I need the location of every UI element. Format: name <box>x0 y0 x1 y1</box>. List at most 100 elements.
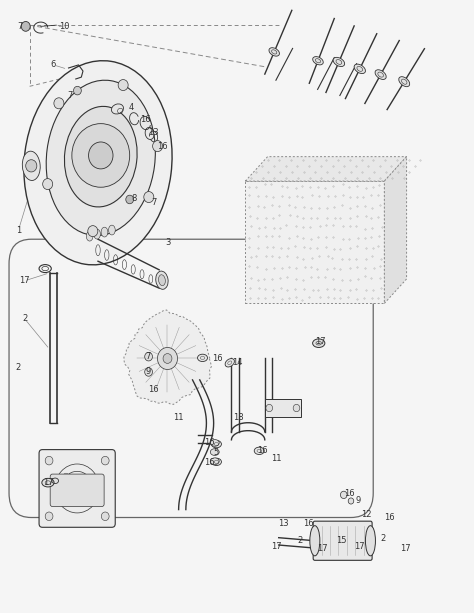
Circle shape <box>26 160 37 172</box>
Text: 17: 17 <box>271 542 281 550</box>
Text: 10: 10 <box>59 22 70 31</box>
Text: 12: 12 <box>361 510 372 519</box>
PathPatch shape <box>124 310 211 405</box>
Ellipse shape <box>313 339 325 348</box>
Circle shape <box>153 140 163 151</box>
Circle shape <box>101 512 109 520</box>
FancyBboxPatch shape <box>246 181 384 303</box>
Text: 4: 4 <box>129 103 134 112</box>
Text: 17: 17 <box>354 542 365 550</box>
Text: 16: 16 <box>303 519 313 528</box>
Text: 2: 2 <box>16 363 21 372</box>
Ellipse shape <box>210 440 219 446</box>
Text: 1: 1 <box>16 226 21 235</box>
Text: 16: 16 <box>257 446 267 455</box>
Circle shape <box>73 86 82 95</box>
Ellipse shape <box>198 354 208 362</box>
Text: 7: 7 <box>67 91 73 100</box>
Ellipse shape <box>156 271 168 289</box>
Text: 16: 16 <box>345 489 355 498</box>
Ellipse shape <box>22 151 40 180</box>
Ellipse shape <box>365 526 375 556</box>
Text: 7: 7 <box>151 198 156 207</box>
Circle shape <box>45 512 53 520</box>
Text: 5: 5 <box>214 447 219 457</box>
Text: 2: 2 <box>297 536 302 544</box>
Text: 11: 11 <box>271 454 281 463</box>
Text: 8: 8 <box>131 194 137 204</box>
Text: 16: 16 <box>204 438 215 447</box>
Ellipse shape <box>210 449 219 455</box>
Text: 16: 16 <box>156 142 167 151</box>
Ellipse shape <box>64 107 137 207</box>
Ellipse shape <box>24 61 172 265</box>
Circle shape <box>21 21 30 31</box>
Ellipse shape <box>375 70 386 80</box>
Circle shape <box>72 124 130 187</box>
Text: 16: 16 <box>384 513 395 522</box>
Circle shape <box>144 192 154 202</box>
Ellipse shape <box>94 229 100 239</box>
Circle shape <box>145 368 153 376</box>
Ellipse shape <box>310 526 320 556</box>
Text: 14: 14 <box>232 358 242 367</box>
Circle shape <box>54 98 64 109</box>
Text: 13: 13 <box>148 128 159 137</box>
Circle shape <box>157 348 177 370</box>
Ellipse shape <box>399 77 410 86</box>
Text: 16: 16 <box>148 384 159 394</box>
Text: 2: 2 <box>22 314 27 323</box>
Polygon shape <box>246 157 407 181</box>
Circle shape <box>145 352 153 361</box>
Ellipse shape <box>101 227 108 237</box>
Ellipse shape <box>225 359 235 367</box>
Text: 2: 2 <box>381 535 386 543</box>
Ellipse shape <box>109 225 115 235</box>
Circle shape <box>63 473 69 479</box>
Text: 7: 7 <box>146 352 151 361</box>
Circle shape <box>293 405 300 412</box>
FancyBboxPatch shape <box>39 449 115 527</box>
Circle shape <box>84 497 90 503</box>
Text: 3: 3 <box>165 238 170 247</box>
Text: 17: 17 <box>317 544 328 552</box>
Ellipse shape <box>46 80 155 235</box>
Text: 16: 16 <box>204 458 215 467</box>
Text: 16: 16 <box>212 354 223 363</box>
Circle shape <box>101 456 109 465</box>
Ellipse shape <box>86 231 93 241</box>
FancyBboxPatch shape <box>50 474 104 506</box>
Circle shape <box>163 354 172 364</box>
Ellipse shape <box>211 441 221 447</box>
Text: 17: 17 <box>400 544 411 552</box>
Text: 15: 15 <box>336 536 346 544</box>
Ellipse shape <box>333 58 345 67</box>
Circle shape <box>89 142 113 169</box>
Ellipse shape <box>269 48 280 56</box>
Ellipse shape <box>254 447 264 454</box>
Ellipse shape <box>42 478 54 487</box>
Text: 13: 13 <box>278 519 289 528</box>
Polygon shape <box>384 157 407 303</box>
Text: 11: 11 <box>173 413 184 422</box>
Text: 16: 16 <box>140 115 151 124</box>
Text: 6: 6 <box>51 61 56 69</box>
Circle shape <box>85 476 91 482</box>
Text: 17: 17 <box>19 276 30 285</box>
Circle shape <box>118 80 128 91</box>
Text: 17: 17 <box>315 338 326 346</box>
Circle shape <box>266 405 273 412</box>
Ellipse shape <box>354 64 365 74</box>
Text: 17: 17 <box>43 478 53 487</box>
FancyBboxPatch shape <box>265 400 301 417</box>
Text: 18: 18 <box>233 413 244 422</box>
Circle shape <box>45 456 53 465</box>
Ellipse shape <box>210 458 219 465</box>
Ellipse shape <box>111 104 123 114</box>
Circle shape <box>43 178 53 189</box>
Circle shape <box>126 195 134 204</box>
Ellipse shape <box>313 56 323 65</box>
Circle shape <box>66 498 72 504</box>
Circle shape <box>340 491 347 498</box>
Ellipse shape <box>158 275 165 286</box>
